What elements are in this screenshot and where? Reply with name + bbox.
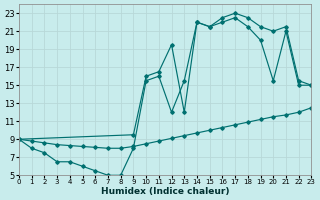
X-axis label: Humidex (Indice chaleur): Humidex (Indice chaleur) — [101, 187, 229, 196]
